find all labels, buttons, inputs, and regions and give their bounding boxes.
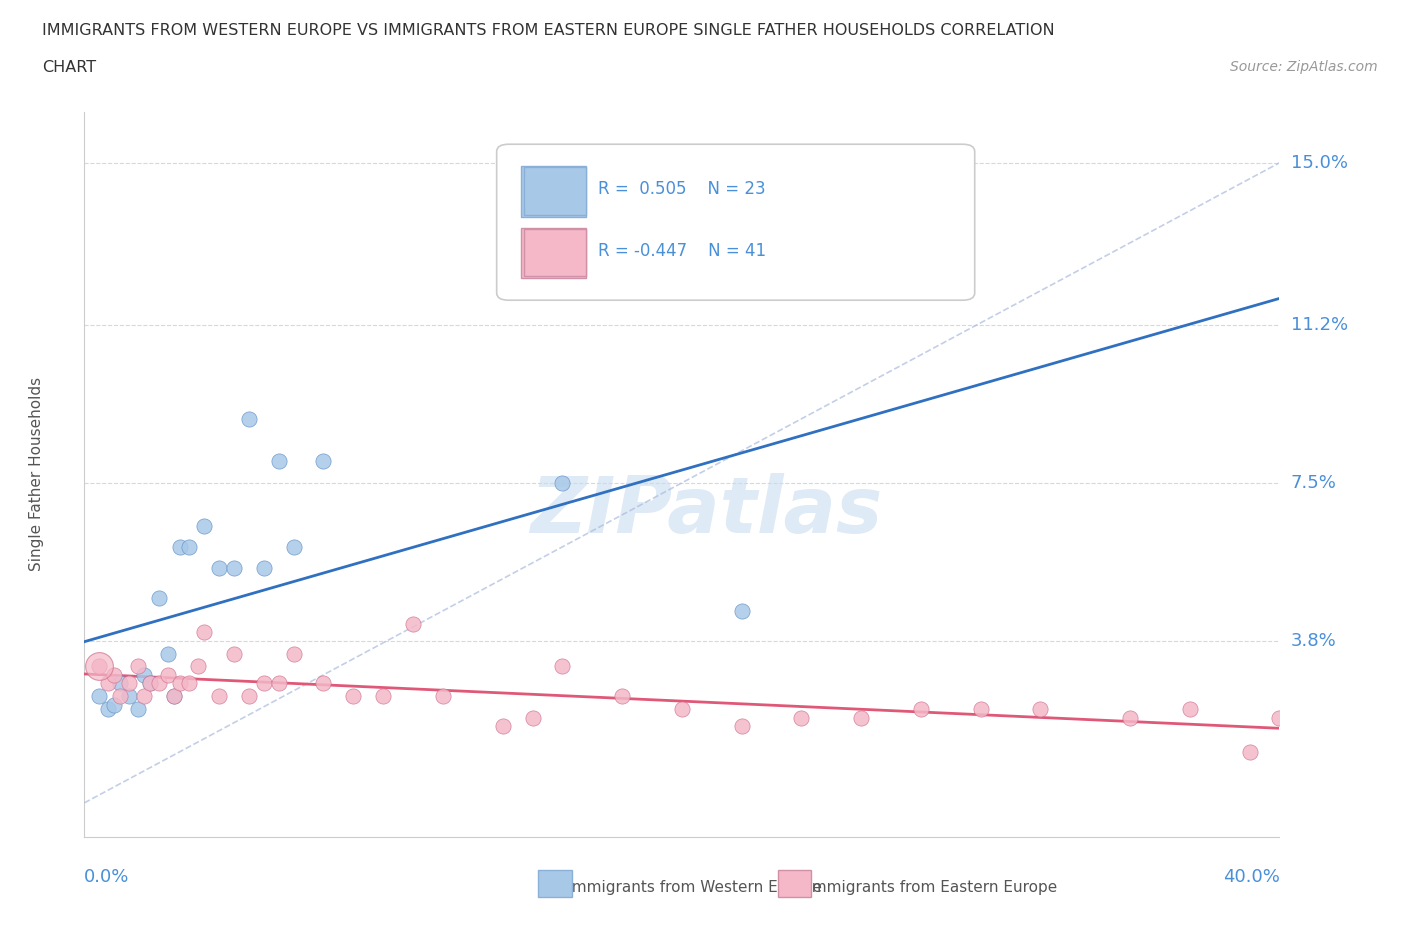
Point [208, 561, 231, 576]
Point [89, 689, 111, 704]
Point [89, 658, 111, 673]
Point [312, 676, 335, 691]
Point [731, 604, 754, 618]
Text: R = -0.447    N = 41: R = -0.447 N = 41 [599, 242, 766, 259]
Text: Single Father Households: Single Father Households [30, 378, 44, 571]
Point [193, 625, 215, 640]
Point [283, 646, 305, 661]
Point [127, 701, 149, 716]
Point [139, 676, 162, 691]
Point [132, 689, 156, 704]
Point [157, 668, 180, 683]
Point [253, 561, 276, 576]
Point [163, 689, 186, 704]
Point [283, 539, 305, 554]
Point [97, 701, 120, 716]
Point [1239, 744, 1261, 759]
Point [238, 689, 260, 704]
Point [132, 668, 156, 683]
Text: 15.0%: 15.0% [1291, 153, 1347, 172]
Point [551, 658, 574, 673]
Point [267, 454, 290, 469]
Point [127, 658, 149, 673]
FancyBboxPatch shape [524, 167, 586, 215]
Point [851, 711, 873, 725]
FancyBboxPatch shape [520, 228, 586, 278]
Point [163, 689, 186, 704]
Point [312, 454, 335, 469]
Point [238, 411, 260, 426]
Point [1178, 701, 1201, 716]
Point [97, 676, 120, 691]
Point [267, 676, 290, 691]
FancyBboxPatch shape [520, 166, 586, 217]
Point [790, 711, 813, 725]
Point [731, 719, 754, 734]
Point [222, 646, 245, 661]
Point [193, 518, 215, 533]
Point [89, 658, 111, 673]
Point [187, 658, 209, 673]
Point [177, 676, 200, 691]
Point [169, 676, 191, 691]
Point [103, 698, 125, 712]
Point [110, 689, 132, 704]
Text: 7.5%: 7.5% [1291, 473, 1337, 492]
Point [110, 676, 132, 691]
Point [139, 676, 162, 691]
Point [671, 701, 693, 716]
Text: Immigrants from Eastern Europe: Immigrants from Eastern Europe [778, 881, 1057, 896]
Point [612, 689, 634, 704]
Point [1029, 701, 1052, 716]
Point [103, 668, 125, 683]
Point [492, 719, 515, 734]
Point [1268, 711, 1291, 725]
FancyBboxPatch shape [538, 870, 572, 897]
Point [373, 689, 395, 704]
Point [177, 539, 200, 554]
FancyBboxPatch shape [778, 870, 811, 897]
Point [148, 591, 170, 605]
FancyBboxPatch shape [496, 144, 974, 300]
Point [222, 561, 245, 576]
Point [118, 689, 141, 704]
Text: Source: ZipAtlas.com: Source: ZipAtlas.com [1230, 60, 1378, 74]
Text: IMMIGRANTS FROM WESTERN EUROPE VS IMMIGRANTS FROM EASTERN EUROPE SINGLE FATHER H: IMMIGRANTS FROM WESTERN EUROPE VS IMMIGR… [42, 23, 1054, 38]
Point [118, 676, 141, 691]
Text: Immigrants from Western Europe: Immigrants from Western Europe [538, 881, 823, 896]
Text: 3.8%: 3.8% [1291, 631, 1336, 650]
Text: 40.0%: 40.0% [1223, 868, 1279, 885]
Point [148, 676, 170, 691]
Point [169, 539, 191, 554]
Text: 0.0%: 0.0% [84, 868, 129, 885]
Point [970, 701, 993, 716]
Point [1119, 711, 1142, 725]
FancyBboxPatch shape [524, 229, 586, 276]
Point [432, 689, 454, 704]
Point [910, 701, 932, 716]
Point [208, 689, 231, 704]
Text: R =  0.505    N = 23: R = 0.505 N = 23 [599, 180, 766, 198]
Text: CHART: CHART [42, 60, 96, 75]
Point [342, 689, 364, 704]
Point [157, 646, 180, 661]
Point [551, 475, 574, 490]
Text: ZIPatlas: ZIPatlas [530, 472, 882, 549]
Point [402, 617, 425, 631]
Point [253, 676, 276, 691]
Point [522, 711, 544, 725]
Text: 11.2%: 11.2% [1291, 316, 1348, 334]
